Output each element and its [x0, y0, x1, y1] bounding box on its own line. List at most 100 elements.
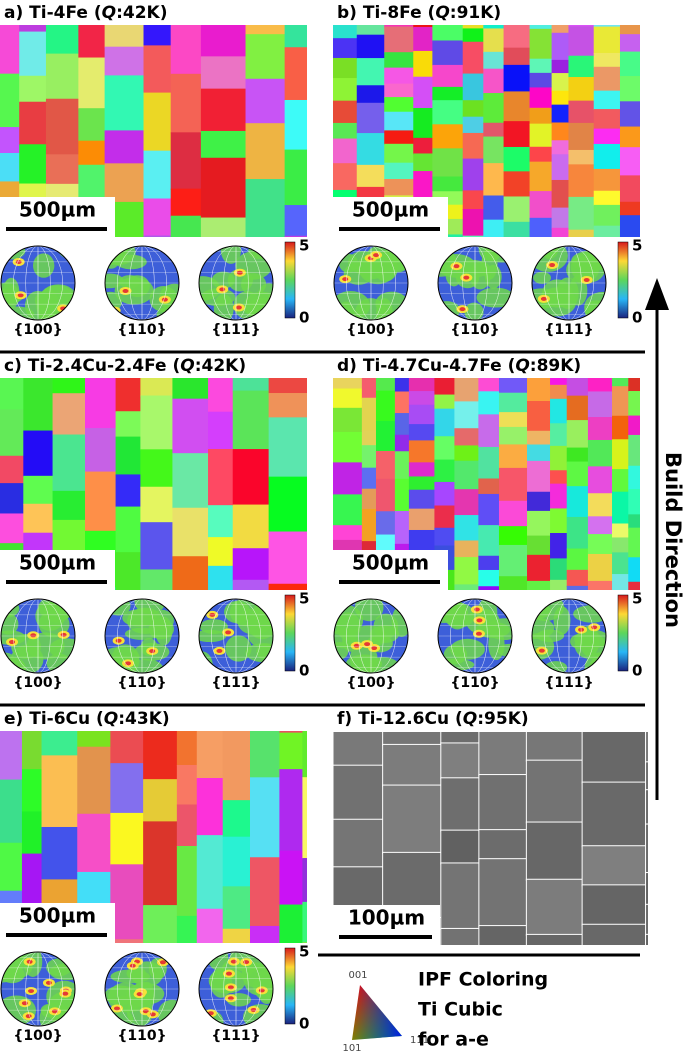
grain [143, 821, 178, 907]
grain [19, 75, 47, 103]
grain [566, 585, 589, 590]
grain [440, 742, 481, 780]
grain [581, 884, 648, 926]
panel-title: f) Ti-12.6Cu (Q:95K) [337, 709, 529, 729]
grain [200, 130, 247, 159]
grain [434, 394, 456, 410]
grain [550, 423, 568, 447]
pole-grid [556, 599, 582, 673]
grain [628, 378, 640, 393]
grain [140, 569, 174, 590]
pole-blob [126, 658, 164, 673]
grain [645, 872, 648, 906]
scale-bar-label: 100µm [348, 906, 425, 930]
colorbar-min: 0 [299, 1015, 309, 1033]
pole-peak [364, 642, 371, 647]
pole-label: {111} [211, 322, 260, 338]
grain [529, 58, 553, 74]
grain [645, 761, 648, 792]
grain [527, 554, 552, 582]
colorbar-min: 0 [632, 309, 642, 327]
pole-grid [556, 246, 582, 320]
pole-grid [13, 599, 63, 673]
pole-grid [450, 599, 500, 673]
grain [587, 466, 614, 495]
pole-peak [161, 297, 168, 302]
grain [432, 176, 464, 193]
grain [143, 235, 172, 237]
title-italic: Q [102, 3, 116, 23]
pole-blob [240, 273, 267, 296]
pole-grid [544, 599, 594, 673]
grain [232, 390, 270, 451]
grain [550, 558, 568, 581]
grain [478, 446, 500, 480]
grain [434, 378, 456, 396]
grain [483, 195, 505, 221]
grain [462, 132, 485, 160]
build-direction: Build Direction [661, 452, 685, 628]
grain [249, 857, 281, 927]
grain [568, 149, 595, 166]
title-text: b) Ti-8Fe ( [337, 3, 435, 23]
grain [0, 378, 25, 411]
grain [619, 101, 640, 128]
grain [483, 51, 505, 70]
grain [176, 764, 198, 806]
grain [432, 100, 464, 126]
pole-blob [584, 291, 606, 320]
pole-label: {110} [450, 322, 499, 338]
pole-figure [199, 952, 273, 1026]
pole-blob [199, 619, 228, 635]
grain [143, 92, 172, 152]
grain [566, 378, 589, 397]
pole-peak [28, 988, 35, 993]
grain [0, 513, 25, 545]
grain [78, 57, 106, 110]
grain [527, 580, 552, 590]
colorbar-max: 5 [299, 237, 309, 255]
pole-peak [473, 607, 480, 612]
grain [550, 445, 568, 472]
grain [529, 107, 553, 125]
pole-grid [223, 246, 249, 320]
pole-blob [26, 632, 65, 660]
title-text: d) Ti-4.7Cu-4.7Fe ( [337, 356, 515, 376]
grain [525, 933, 584, 945]
grain [462, 190, 485, 211]
grain [432, 25, 464, 42]
grain [268, 583, 307, 590]
pole-figure [438, 246, 512, 320]
pole-outline [0, 245, 76, 321]
grain [432, 64, 464, 88]
pole-figure [105, 599, 179, 673]
pole-blob [1, 282, 20, 311]
grain [619, 126, 640, 149]
grain [384, 178, 415, 197]
grain [478, 555, 500, 571]
grain [245, 179, 286, 237]
grain [333, 163, 358, 191]
pole-blob [200, 288, 236, 307]
ipf-label: IPF Coloring [418, 969, 548, 991]
grain [45, 98, 80, 156]
ipf-corner: 111 [410, 1035, 429, 1046]
pole-blob [478, 246, 503, 262]
grain [279, 769, 304, 852]
pole-peak [30, 633, 37, 638]
grain [196, 731, 224, 780]
pole-label: {111} [211, 675, 260, 691]
grain [478, 478, 500, 495]
grain [41, 826, 79, 881]
pole-outline [198, 245, 274, 321]
grain [333, 525, 363, 541]
grain [529, 161, 553, 193]
grain [200, 217, 247, 237]
pole-figure [438, 599, 512, 673]
grain [413, 50, 434, 78]
grain [384, 162, 415, 180]
pole-blob [334, 291, 371, 320]
grain [483, 68, 505, 95]
grain [143, 25, 172, 47]
pole-grid [117, 952, 167, 1026]
